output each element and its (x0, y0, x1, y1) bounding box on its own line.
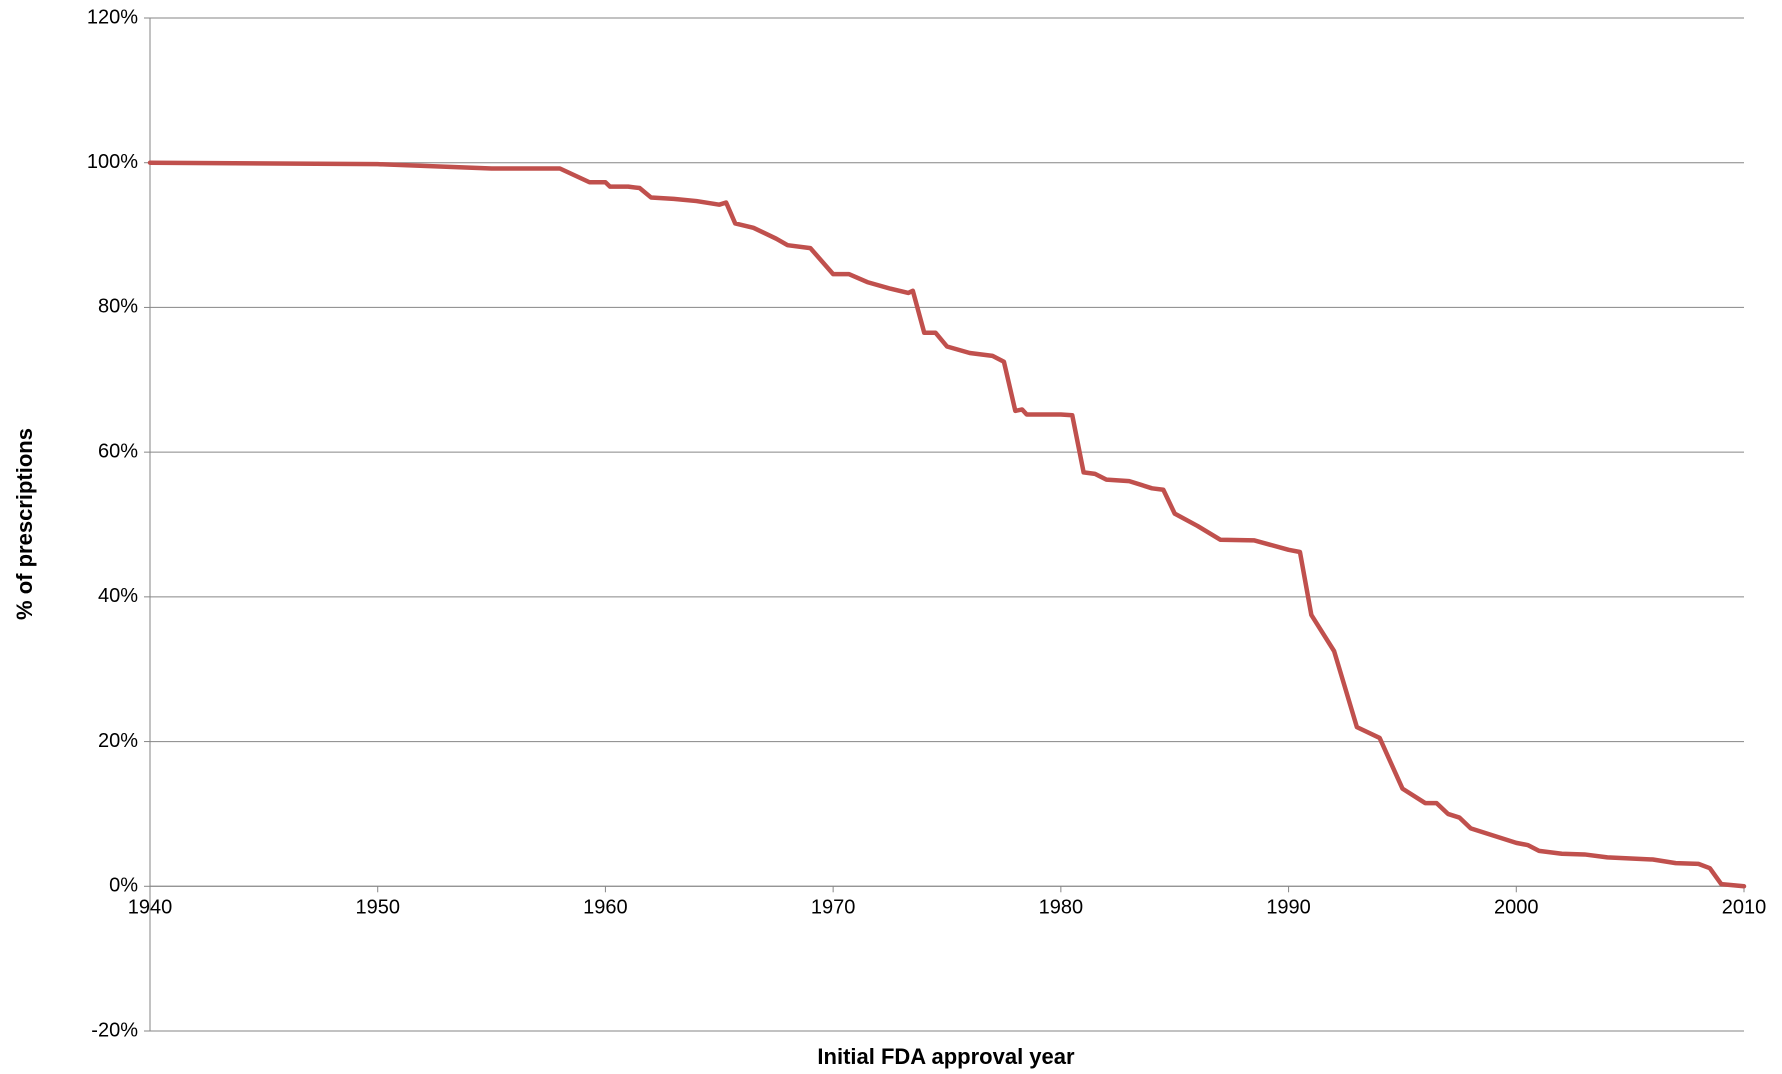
y-tick-label: 100% (87, 151, 138, 173)
x-axis-title: Initial FDA approval year (817, 1044, 1075, 1069)
y-tick-label: 120% (87, 6, 138, 28)
y-tick-label: 20% (98, 730, 138, 752)
y-tick-label: 40% (98, 585, 138, 607)
y-axis-title: % of prescriptions (12, 428, 37, 620)
y-tick-label: 0% (109, 875, 138, 897)
x-tick-label: 1990 (1266, 897, 1311, 919)
x-tick-label: 1980 (1039, 897, 1084, 919)
y-tick-label: -20% (91, 1019, 138, 1041)
y-tick-label: 60% (98, 440, 138, 462)
x-tick-label: 1940 (128, 897, 173, 919)
data-line (147, 160, 1747, 889)
x-tick-label: 1970 (811, 897, 856, 919)
x-tick-label: 2010 (1722, 897, 1767, 919)
x-tick-label: 2000 (1494, 897, 1539, 919)
y-tick-label: 80% (98, 296, 138, 318)
x-tick-label: 1960 (583, 897, 628, 919)
x-tick-label: 1950 (355, 897, 400, 919)
